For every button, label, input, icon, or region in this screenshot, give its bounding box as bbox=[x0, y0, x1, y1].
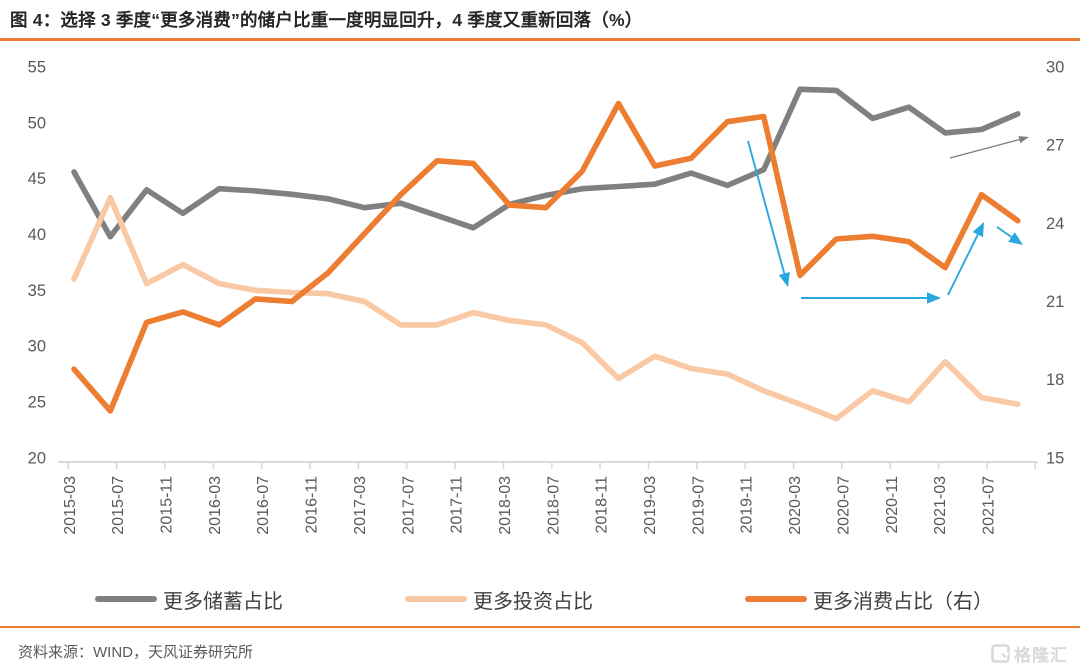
left-axis-label: 20 bbox=[28, 449, 46, 467]
legend-label-consumption: 更多消费占比（右） bbox=[813, 590, 993, 613]
legend-item-consumption: 更多消费占比（右） bbox=[745, 585, 993, 613]
left-axis-label: 50 bbox=[28, 114, 46, 132]
legend-label-savings: 更多储蓄占比 bbox=[163, 590, 283, 613]
x-axis-label: 2016-03 bbox=[207, 476, 224, 535]
x-axis-label: 2018-11 bbox=[594, 476, 611, 534]
x-axis-label: 2016-11 bbox=[304, 476, 321, 534]
series-line-savings bbox=[71, 86, 1021, 240]
x-axis-label: 2015-03 bbox=[62, 476, 79, 535]
drop-2020q1-arrow bbox=[747, 140, 786, 274]
gelonghui-logo-icon bbox=[991, 644, 1010, 663]
x-axis-label: 2020-11 bbox=[884, 476, 901, 534]
chart-canvas: 2015-03 2015-07 2015-11 2016-03 2016-07 2016-… bbox=[28, 59, 1065, 535]
x-axis-label: 2015-11 bbox=[159, 476, 176, 534]
title-divider-rule bbox=[0, 38, 1080, 41]
rebound-2021q2-arrow bbox=[947, 234, 979, 296]
footer-divider-rule bbox=[0, 626, 1080, 628]
legend-swatch-consumption bbox=[745, 596, 807, 602]
right-axis-label: 21 bbox=[1046, 293, 1064, 311]
chart-title: 图 4：选择 3 季度“更多消费”的储户比重一度明显回升，4 季度又重新回落（%… bbox=[10, 10, 643, 30]
right-axis-label: 27 bbox=[1046, 137, 1064, 155]
x-axis-label: 2018-03 bbox=[497, 476, 514, 535]
legend-item-savings: 更多储蓄占比 bbox=[95, 585, 283, 613]
fallback-2021q4-arrow-head bbox=[1008, 232, 1023, 245]
drop-2020q1-arrow-head bbox=[778, 271, 790, 287]
left-axis-label: 35 bbox=[28, 282, 46, 300]
flat-period-arrow-head bbox=[927, 292, 941, 304]
x-axis-label: 2020-07 bbox=[835, 476, 852, 535]
savings-uptrend-arrow bbox=[949, 138, 1020, 159]
right-axis-label: 15 bbox=[1046, 449, 1064, 467]
x-axis-label: 2019-03 bbox=[642, 476, 659, 535]
left-axis-label: 55 bbox=[28, 59, 46, 77]
x-axis-label: 2016-07 bbox=[255, 476, 272, 535]
x-axis-label: 2020-03 bbox=[787, 476, 804, 535]
left-axis-label: 30 bbox=[28, 338, 46, 356]
legend-swatch-savings bbox=[95, 596, 157, 602]
x-axis-label: 2021-07 bbox=[980, 476, 997, 535]
x-axis-label: 2021-03 bbox=[932, 476, 949, 535]
x-axis-label: 2015-07 bbox=[110, 476, 127, 535]
right-axis-label: 18 bbox=[1046, 371, 1064, 389]
left-axis-label: 40 bbox=[28, 226, 46, 244]
left-axis-label: 25 bbox=[28, 393, 46, 411]
legend-swatch-investment bbox=[405, 596, 467, 602]
x-axis-label: 2017-07 bbox=[400, 476, 417, 535]
x-axis-label: 2019-11 bbox=[739, 476, 756, 534]
savings-uptrend-arrow-head bbox=[1018, 136, 1029, 144]
series-line-consumption bbox=[71, 100, 1021, 414]
rebound-2021q2-arrow-head bbox=[972, 222, 984, 238]
legend-label-investment: 更多投资占比 bbox=[473, 590, 593, 613]
left-axis-label: 45 bbox=[28, 170, 46, 188]
right-axis-label: 24 bbox=[1046, 215, 1064, 233]
x-axis-label: 2017-03 bbox=[352, 476, 369, 535]
right-axis-label: 30 bbox=[1046, 59, 1064, 77]
source-note: 资料来源：WIND，天风证券研究所 bbox=[18, 644, 253, 661]
fallback-2021q4-arrow bbox=[996, 226, 1013, 238]
chart-legend: 更多储蓄占比 更多投资占比 更多消费占比（右） bbox=[0, 585, 1080, 615]
x-axis-label: 2018-07 bbox=[545, 476, 562, 535]
watermark-label: 格隆汇 bbox=[1014, 646, 1068, 665]
x-axis-label: 2017-11 bbox=[449, 476, 466, 534]
gelonghui-watermark: 格隆汇 bbox=[991, 641, 1068, 666]
series-line-investment bbox=[71, 194, 1021, 422]
legend-item-investment: 更多投资占比 bbox=[405, 585, 593, 613]
x-axis-label: 2019-07 bbox=[690, 476, 707, 535]
